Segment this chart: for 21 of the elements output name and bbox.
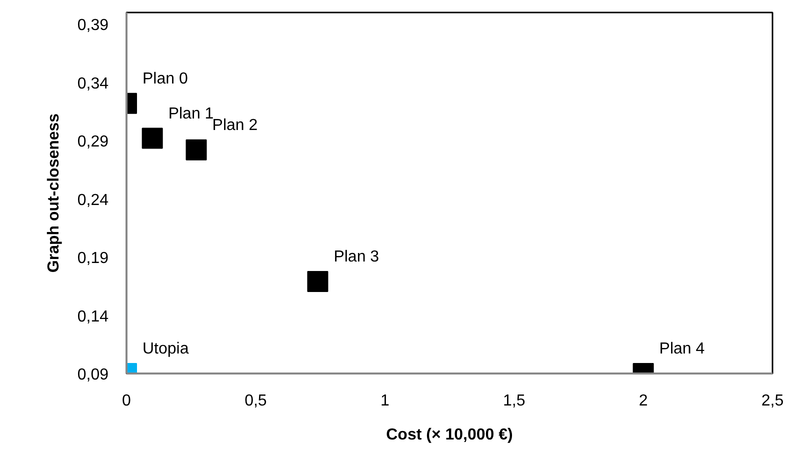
annotation: Plan 1 [168, 105, 214, 122]
annotation: Plan 4 [659, 340, 705, 358]
annotation: Plan 3 [334, 248, 380, 266]
annotation: Plan 2 [212, 116, 258, 134]
annotation: Utopia [142, 340, 189, 358]
y-tick-label: 0,09 [77, 366, 109, 384]
x-tick-label: 1 [380, 392, 390, 410]
x-tick-label: 2 [638, 392, 648, 410]
x-axis-title: Cost (× 10,000 €) [386, 426, 513, 444]
y-tick-label: 0,29 [77, 134, 109, 151]
x-tick-label: 2,5 [761, 392, 784, 410]
y-tick-label: 0,24 [77, 192, 109, 209]
y-tick-label: 0,34 [77, 75, 109, 92]
y-tick-label: 0,39 [77, 17, 109, 34]
y-axis-title: Graph out-closeness [45, 113, 62, 273]
x-tick-label: 0,5 [244, 392, 267, 410]
y-tick-label: 0,19 [77, 250, 109, 268]
x-tick-label: 0 [122, 392, 132, 410]
y-tick-label: 0,14 [77, 308, 109, 326]
annotation: Plan 0 [142, 70, 188, 88]
x-tick-label: 1,5 [502, 392, 526, 410]
